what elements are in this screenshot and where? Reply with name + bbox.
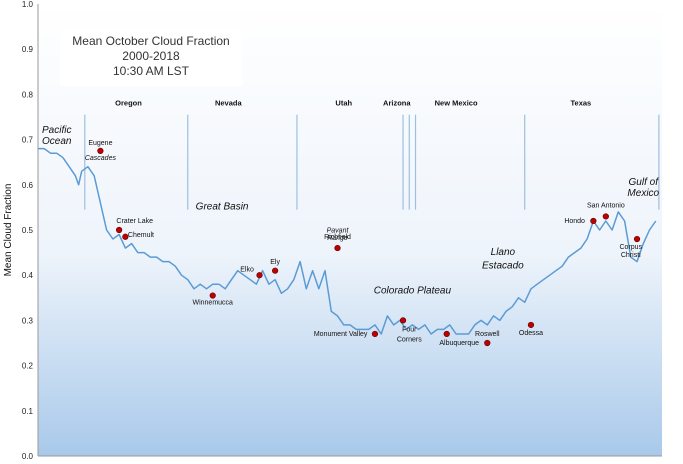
chart-title: Mean October Cloud Fraction2000-201810:3… [72,34,229,78]
city-label: Winnemucca [192,300,233,307]
y-tick-label: 0.4 [22,271,34,280]
state-label: Arizona [383,99,411,108]
region-label: Pacific [42,125,71,136]
region-label: Colorado Plateau [374,285,452,296]
y-tick-label: 0.2 [22,362,34,371]
city-marker [602,213,609,220]
city-label: Roswell [475,331,500,338]
state-dividers [84,114,660,210]
city-label: Richfield [324,234,351,241]
city-label: San Antonio [587,202,625,209]
city-marker [484,339,491,347]
city-marker [443,330,450,338]
y-tick-labels: 0.0 0.1 0.2 0.3 0.4 0.5 0.6 0.7 0.8 0.9 1.0 [22,0,34,461]
y-tick-label: 1.0 [22,0,34,9]
city-label: Four [402,327,417,334]
city-marker [256,272,263,279]
region-label: Llano [491,247,516,258]
city-marker [527,321,535,329]
city-marker [122,233,129,240]
city-label: Albuquerque [439,340,479,347]
city-label: Corpus [620,244,643,251]
y-tick-label: 0.7 [22,136,34,145]
city-label: Monument Valley [314,331,368,338]
y-tick-label: 0.6 [22,181,34,190]
y-tick-label: 0.3 [22,316,34,325]
city-marker [633,235,641,243]
y-tick-label: 0.0 [22,452,34,461]
y-tick-label: 0.1 [22,407,34,416]
region-label: Mexico [627,188,659,199]
region-label: Great Basin [196,202,249,213]
city-marker [116,226,123,234]
region-label: Estacado [482,260,524,271]
state-label: New Mexico [435,99,478,108]
state-label: Texas [571,99,592,108]
city-label: Corners [397,337,422,344]
city-label: Christi [621,252,641,259]
city-label: Ely [270,259,280,266]
city-marker [272,267,279,274]
region-label: Gulf of [629,177,660,188]
city-label: Eugene [88,140,112,147]
city-label: Crater Lake [116,218,153,225]
y-tick-label: 0.5 [22,226,34,235]
city-label: Hondo [564,218,585,225]
city-marker [209,292,216,299]
title-line: 10:30 AM LST [113,64,190,78]
city-label: Chemult [128,232,154,239]
y-axis-label: Mean Cloud Fraction [3,184,14,277]
region-label: Range [327,235,348,242]
city-marker [97,147,104,154]
city-marker [399,317,407,324]
y-tick-label: 0.9 [22,45,34,54]
title-line: Mean October Cloud Fraction [72,34,229,48]
region-label: Pavant [327,227,350,234]
city-marker [371,330,379,338]
region-label: Cascades [85,155,117,162]
title-line: 2000-2018 [122,49,180,63]
region-label: Ocean [42,136,72,147]
state-label: Oregon [115,99,142,108]
state-labels: Oregon Nevada Utah Arizona New Mexico Texas [115,99,591,108]
city-label: Odessa [519,330,543,337]
state-label: Nevada [215,99,243,108]
city-marker [590,217,597,225]
series-line [38,147,657,335]
y-tick-label: 0.8 [22,90,34,99]
state-label: Utah [335,99,352,108]
title-box [60,28,242,86]
city-markers: Eugene Crater Lake Chemult Winnemucca Elko El… [88,140,642,347]
city-label: Elko [240,267,254,274]
city-marker [334,244,341,252]
